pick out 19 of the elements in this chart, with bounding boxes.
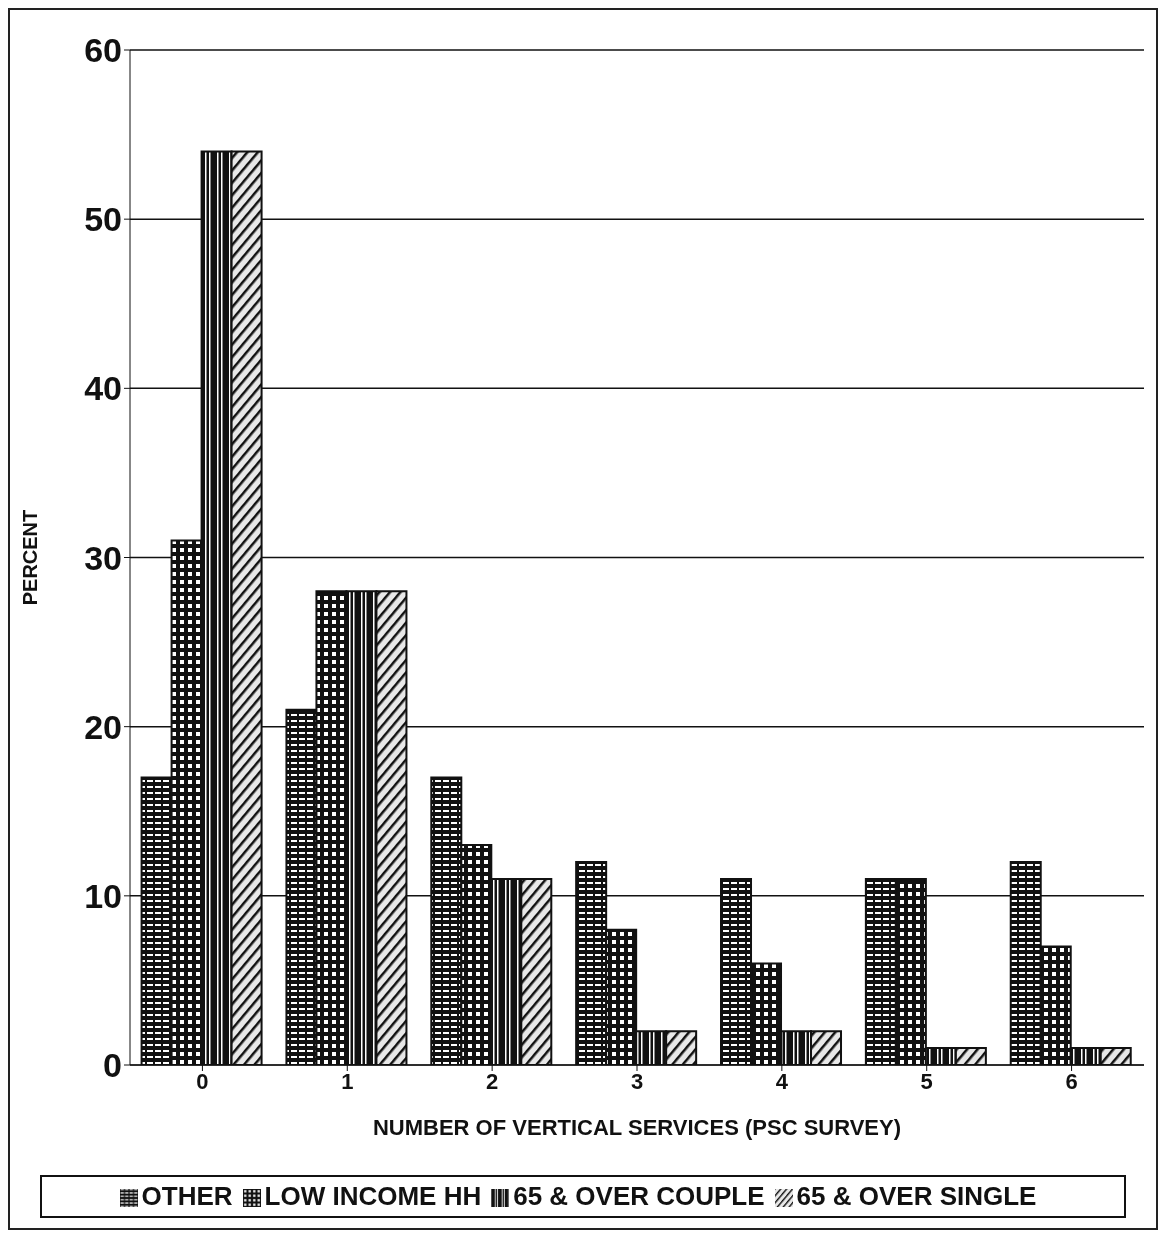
x-tick-label: 3: [630, 1068, 644, 1094]
x-axis-title: NUMBER OF VERTICAL SERVICES (PSC SURVEY): [372, 1115, 902, 1140]
y-tick-label: 20: [84, 707, 122, 746]
y-tick-label: 40: [84, 369, 122, 408]
legend-label: 65 & OVER COUPLE: [513, 1181, 765, 1211]
y-tick-label: 10: [84, 876, 122, 915]
x-tick-label: 4: [775, 1068, 789, 1094]
x-tick-label: 2: [486, 1068, 499, 1094]
x-tick-label: 5: [920, 1068, 933, 1094]
x-tick-label: 6: [1065, 1068, 1078, 1094]
y-tick-label: 30: [84, 538, 122, 577]
y-axis-title: PERCENT: [19, 509, 42, 606]
legend-label: 65 & OVER SINGLE: [796, 1181, 1037, 1211]
legend-label: LOW INCOME HH: [264, 1181, 482, 1211]
y-tick-label: 60: [84, 31, 122, 70]
x-tick-label: 1: [341, 1068, 354, 1094]
x-tick-label: 0: [196, 1068, 209, 1094]
y-tick-label: 50: [84, 200, 122, 239]
legend-label: OTHER: [141, 1181, 233, 1211]
